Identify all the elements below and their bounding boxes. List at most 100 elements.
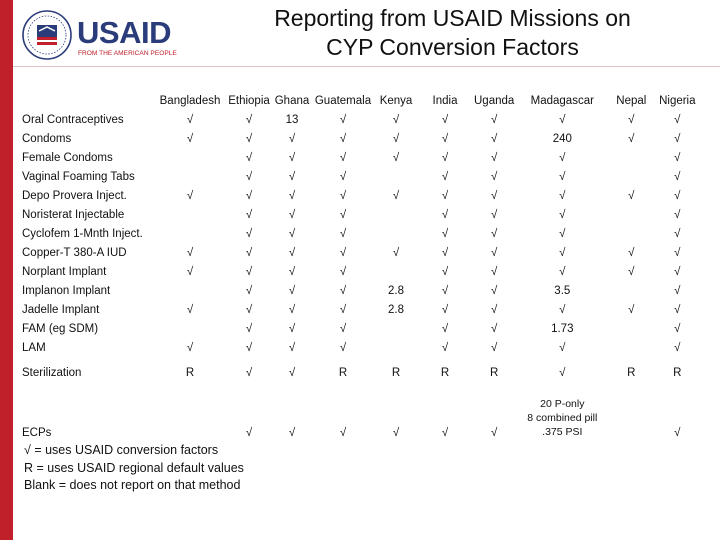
legend: √ = uses USAID conversion factors R = us… (24, 442, 244, 495)
table-cell: √ (674, 227, 681, 240)
table-cell: √ (441, 322, 449, 335)
table-row: Female Condoms √ √ √ √ √ √ √ √ (22, 148, 702, 167)
header-divider (13, 66, 720, 67)
table-cell: √ (288, 151, 296, 164)
table-cell: √ (288, 265, 296, 278)
table-cell: √ (490, 322, 498, 335)
table-cell: √ (441, 427, 449, 439)
table-cell: 2.8 (388, 303, 404, 316)
table-cell: √ (441, 284, 449, 297)
method-label: Jadelle Implant (22, 303, 100, 316)
table-row: Condoms √ √ √ √ √ √ √ 240 √ √ (22, 129, 702, 148)
table-cell: √ (628, 132, 635, 145)
table-cell: √ (288, 170, 296, 183)
table-cell: √ (288, 189, 296, 202)
table-cell: √ (392, 246, 400, 259)
table-cell: √ (441, 151, 449, 164)
table-cell: √ (441, 227, 449, 240)
table-cell: √ (674, 341, 681, 354)
svg-text:FROM THE AMERICAN PEOPLE: FROM THE AMERICAN PEOPLE (78, 50, 177, 57)
table-cell: √ (392, 151, 400, 164)
table-cell: √ (245, 427, 253, 439)
table-cell: √ (674, 322, 681, 335)
table-cell: √ (186, 303, 194, 316)
table-cell (156, 167, 224, 186)
table-cell: √ (288, 303, 296, 316)
table-cell: √ (559, 265, 566, 278)
table-cell: √ (339, 132, 347, 145)
table-cell: √ (559, 113, 566, 126)
table-cell: √ (490, 303, 498, 316)
method-label: Female Condoms (22, 151, 113, 164)
title-line-2: CYP Conversion Factors (326, 34, 579, 60)
table-cell: √ (674, 132, 681, 145)
table-cell: √ (245, 151, 253, 164)
table-cell: √ (441, 170, 449, 183)
usaid-seal-icon (22, 10, 72, 60)
table-cell: √ (441, 341, 449, 354)
table-cell: √ (490, 132, 498, 145)
table-cell (610, 205, 652, 224)
table-cell: √ (559, 367, 566, 379)
table-cell: √ (339, 170, 347, 183)
method-label: Depo Provera Inject. (22, 189, 127, 202)
column-header-bangladesh: Bangladesh (159, 95, 221, 107)
table-cell: √ (245, 227, 253, 240)
table-cell: √ (490, 170, 498, 183)
page-title: Reporting from USAID Missions on CYP Con… (230, 4, 675, 62)
table-cell: √ (186, 113, 194, 126)
table-cell: √ (559, 151, 566, 164)
table-cell: 1.73 (551, 322, 574, 335)
table-cell: √ (490, 227, 498, 240)
table-cell: R (185, 367, 195, 379)
table-cell: √ (245, 170, 253, 183)
table-cell (610, 338, 652, 357)
column-header-kenya: Kenya (379, 95, 413, 107)
table-cell: √ (339, 265, 347, 278)
method-label: Vaginal Foaming Tabs (22, 170, 135, 183)
table-cell: √ (392, 189, 400, 202)
table-cell: 240 (552, 132, 572, 145)
table-cell (156, 281, 224, 300)
table-header-row: Bangladesh Ethiopia Ghana Guatemala Kenya Ind… (22, 92, 702, 110)
method-label: Copper-T 380-A IUD (22, 246, 127, 259)
table-row: Oral Contraceptives √ √ 13 √ √ √ √ √ √ √ (22, 110, 702, 129)
table-cell (610, 148, 652, 167)
table-cell: √ (628, 246, 635, 259)
legend-item-regional: R = uses USAID regional default values (24, 460, 244, 475)
table-row-sterilization: Sterilization R √ √ R R R R √ R R (22, 357, 702, 389)
table-cell (376, 262, 416, 281)
column-header-nepal: Nepal (616, 95, 647, 107)
table-cell (610, 224, 652, 243)
table-cell: R (489, 367, 499, 379)
table-cell: √ (490, 265, 498, 278)
table-cell: √ (674, 189, 681, 202)
legend-item-check: √ = uses USAID conversion factors (24, 443, 219, 457)
table-cell: √ (288, 208, 296, 221)
method-label: Noristerat Injectable (22, 208, 125, 221)
legend-item-blank: Blank = does not report on that method (24, 478, 241, 492)
table-cell: 2.8 (388, 284, 404, 297)
table-cell: √ (559, 341, 566, 354)
table-cell (376, 319, 416, 338)
table-cell: √ (392, 427, 400, 439)
table-cell: √ (674, 113, 681, 126)
table-cell: √ (674, 427, 681, 439)
table-cell: √ (559, 170, 566, 183)
table-cell: √ (186, 341, 194, 354)
table-cell: √ (288, 322, 296, 335)
column-header-ghana: Ghana (274, 95, 310, 107)
table-cell (610, 281, 652, 300)
table-cell: √ (186, 132, 194, 145)
note-line: .375 PSI (542, 426, 583, 438)
table-cell (156, 319, 224, 338)
column-header-ethiopia: Ethiopia (228, 95, 270, 107)
table-cell: √ (559, 303, 566, 316)
note-line: 8 combined pill (527, 412, 598, 424)
table-cell: √ (245, 284, 253, 297)
table-cell (156, 224, 224, 243)
note-line: 20 P-only (540, 398, 585, 410)
table-cell: √ (441, 208, 449, 221)
method-label: Condoms (22, 132, 72, 145)
table-body: Oral Contraceptives √ √ 13 √ √ √ √ √ √ √ Condoms √ √ √… (22, 110, 702, 441)
